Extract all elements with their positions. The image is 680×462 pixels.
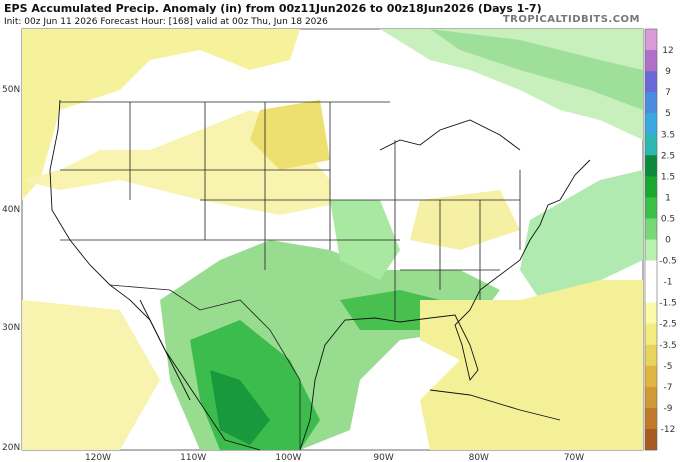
colorbar: 12 9 7 5 3.5 2.5 1.5 1 0.5 0 -0.5 -1 -1.5 -2.5 -3.5 -5 -… <box>644 28 677 451</box>
colorbar-label: 7 <box>665 88 671 98</box>
lat-label: 20N <box>2 443 20 453</box>
colorbar-label: -0.5 <box>659 257 677 267</box>
colorbar-label: -7 <box>664 383 673 393</box>
colorbar-swatch <box>645 344 657 367</box>
colorbar-swatch <box>645 50 657 72</box>
colorbar-label: -1 <box>664 278 673 288</box>
lat-label: 40N <box>2 205 20 215</box>
colorbar-label: 0.5 <box>661 214 675 224</box>
lon-label: 110W <box>180 453 206 462</box>
colorbar-label: 1.5 <box>661 172 675 182</box>
colorbar-swatch <box>645 323 657 346</box>
colorbar-swatch <box>645 407 657 430</box>
lat-label: 50N <box>2 85 20 95</box>
colorbar-swatch <box>645 239 657 261</box>
subtitle: Init: 00z Jun 11 2026 Forecast Hour: [16… <box>4 17 328 27</box>
title: EPS Accumulated Precip. Anomaly (in) fro… <box>4 2 542 15</box>
colorbar-label: -3.5 <box>659 341 677 351</box>
colorbar-label: 0 <box>665 236 671 246</box>
colorbar-swatch <box>645 71 657 93</box>
colorbar-swatch <box>645 29 657 51</box>
colorbar-swatch <box>645 428 657 451</box>
colorbar-label: -1.5 <box>659 299 677 309</box>
colorbar-label: 12 <box>662 46 673 56</box>
coastlines <box>49 99 591 451</box>
colorbar-label: -2.5 <box>659 320 677 330</box>
colorbar-swatch <box>645 155 657 177</box>
colorbar-label: -9 <box>664 404 673 414</box>
colorbar-swatch <box>645 176 657 198</box>
colorbar-swatch <box>645 113 657 135</box>
lon-label: 120W <box>85 453 111 462</box>
borders <box>60 101 521 450</box>
colorbar-swatch <box>645 302 657 324</box>
colorbar-label: 5 <box>665 109 671 119</box>
colorbar-swatch <box>645 281 657 303</box>
colorbar-label: 3.5 <box>661 130 675 140</box>
lat-labels: 50N 40N 30N 20N <box>2 85 20 453</box>
colorbar-swatch <box>645 92 657 114</box>
colorbar-label: 9 <box>665 67 671 77</box>
map <box>21 28 644 451</box>
colorbar-label: -12 <box>661 425 676 435</box>
colorbar-swatch <box>645 134 657 156</box>
lon-label: 90W <box>373 453 393 462</box>
precip-field <box>22 29 643 450</box>
colorbar-label: 1 <box>665 193 671 203</box>
colorbar-swatch <box>645 260 657 282</box>
colorbar-swatch <box>645 197 657 219</box>
colorbar-swatch <box>645 386 657 409</box>
lon-label: 70W <box>564 453 584 462</box>
colorbar-swatch <box>645 365 657 388</box>
lon-labels: 120W 110W 100W 90W 80W 70W <box>85 453 584 462</box>
colorbar-label: 2.5 <box>661 151 675 161</box>
colorbar-swatch <box>645 218 657 240</box>
colorbar-label: -5 <box>664 362 673 372</box>
colorbar-frame <box>644 28 658 451</box>
site-label: TROPICALTIDBITS.COM <box>503 14 640 25</box>
lon-label: 100W <box>275 453 301 462</box>
lon-label: 80W <box>469 453 489 462</box>
lat-label: 30N <box>2 323 20 333</box>
